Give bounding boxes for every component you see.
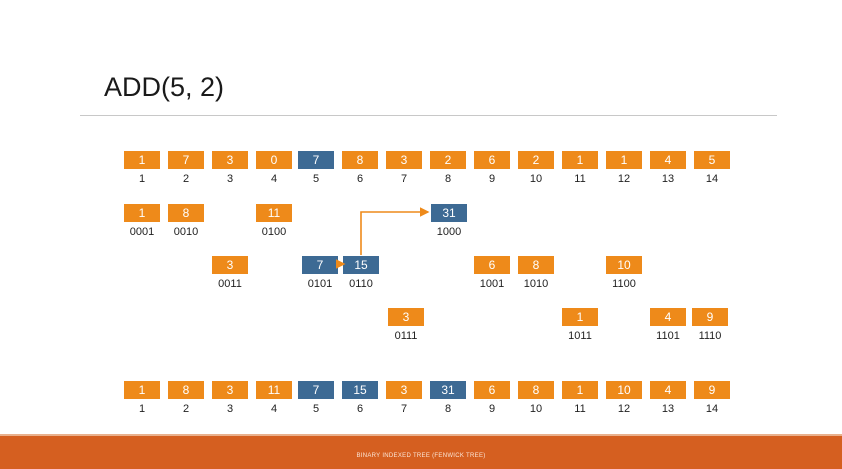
tree-node-binary-label: 1101	[656, 330, 680, 342]
array-index-label: 7	[400, 173, 408, 185]
array-cell: 4	[650, 151, 686, 169]
tree-node: 1	[124, 204, 160, 222]
array-index-label: 2	[182, 403, 190, 415]
tree-node: 11	[256, 204, 292, 222]
array-cell: 1	[124, 381, 160, 399]
array-cell: 6	[474, 381, 510, 399]
array-cell: 8	[518, 381, 554, 399]
tree-node: 10	[606, 256, 642, 274]
array-cell: 5	[694, 151, 730, 169]
tree-node-binary-label: 0010	[173, 226, 199, 238]
tree-node: 8	[518, 256, 554, 274]
array-index-label: 7	[400, 403, 408, 415]
array-cell: 8	[342, 151, 378, 169]
tree-node: 31	[431, 204, 467, 222]
slide-title: ADD(5, 2)	[104, 72, 225, 102]
array-index-label: 6	[356, 403, 364, 415]
array-cell: 8	[168, 381, 204, 399]
tree-node: 3	[388, 308, 424, 326]
array-cell: 0	[256, 151, 292, 169]
array-cell: 7	[298, 151, 334, 169]
array-cell: 1	[606, 151, 642, 169]
tree-node-binary-label: 1000	[436, 226, 462, 238]
array-cell: 11	[256, 381, 292, 399]
array-index-label: 10	[529, 403, 543, 415]
array-index-label: 3	[226, 403, 234, 415]
array-cell: 15	[342, 381, 378, 399]
tree-node-binary-label: 1100	[612, 278, 636, 290]
array-index-label: 12	[617, 173, 631, 185]
array-cell: 3	[386, 381, 422, 399]
array-cell: 4	[650, 381, 686, 399]
array-cell: 3	[212, 381, 248, 399]
tree-node-binary-label: 1001	[479, 278, 505, 290]
array-cell: 1	[562, 381, 598, 399]
array-index-label: 9	[488, 403, 496, 415]
array-index-label: 11	[574, 173, 586, 185]
array-index-label: 14	[705, 403, 719, 415]
tree-node-binary-label: 0111	[394, 330, 418, 342]
tree-node-binary-label: 0110	[349, 278, 373, 290]
array-cell: 2	[430, 151, 466, 169]
array-index-label: 11	[574, 403, 586, 415]
footer-accent-line	[0, 434, 842, 436]
array-cell: 7	[168, 151, 204, 169]
footer-bar	[0, 436, 842, 469]
array-index-label: 3	[226, 173, 234, 185]
array-cell: 1	[124, 151, 160, 169]
array-cell: 2	[518, 151, 554, 169]
tree-node-binary-label: 0101	[307, 278, 333, 290]
tree-node: 7	[302, 256, 338, 274]
array-index-label: 4	[270, 173, 278, 185]
tree-node-binary-label: 0100	[261, 226, 287, 238]
array-index-label: 9	[488, 173, 496, 185]
array-cell: 31	[430, 381, 466, 399]
tree-node: 9	[692, 308, 728, 326]
array-index-label: 6	[356, 173, 364, 185]
array-cell: 7	[298, 381, 334, 399]
array-cell: 1	[562, 151, 598, 169]
array-index-label: 8	[444, 173, 452, 185]
array-cell: 3	[386, 151, 422, 169]
tree-node-binary-label: 0011	[218, 278, 242, 290]
array-index-label: 10	[529, 173, 543, 185]
array-index-label: 1	[138, 403, 146, 415]
array-cell: 9	[694, 381, 730, 399]
tree-node: 3	[212, 256, 248, 274]
tree-node-binary-label: 1110	[698, 330, 722, 342]
array-index-label: 13	[661, 403, 675, 415]
footer-text: BINARY INDEXED TREE (FENWICK TREE)	[356, 453, 486, 459]
tree-node-binary-label: 1011	[568, 330, 592, 342]
arrow-6-to-8	[360, 207, 430, 255]
tree-node: 6	[474, 256, 510, 274]
array-index-label: 12	[617, 403, 631, 415]
array-index-label: 5	[312, 403, 320, 415]
array-index-label: 4	[270, 403, 278, 415]
tree-node-binary-label: 1010	[523, 278, 549, 290]
tree-node: 1	[562, 308, 598, 326]
array-cell: 3	[212, 151, 248, 169]
array-index-label: 1	[138, 173, 146, 185]
array-cell: 10	[606, 381, 642, 399]
tree-node: 8	[168, 204, 204, 222]
array-index-label: 2	[182, 173, 190, 185]
array-cell: 6	[474, 151, 510, 169]
array-index-label: 13	[661, 173, 675, 185]
array-index-label: 5	[312, 173, 320, 185]
tree-node-binary-label: 0001	[129, 226, 155, 238]
tree-node: 15	[343, 256, 379, 274]
array-index-label: 14	[705, 173, 719, 185]
title-divider	[80, 115, 777, 116]
tree-node: 4	[650, 308, 686, 326]
array-index-label: 8	[444, 403, 452, 415]
